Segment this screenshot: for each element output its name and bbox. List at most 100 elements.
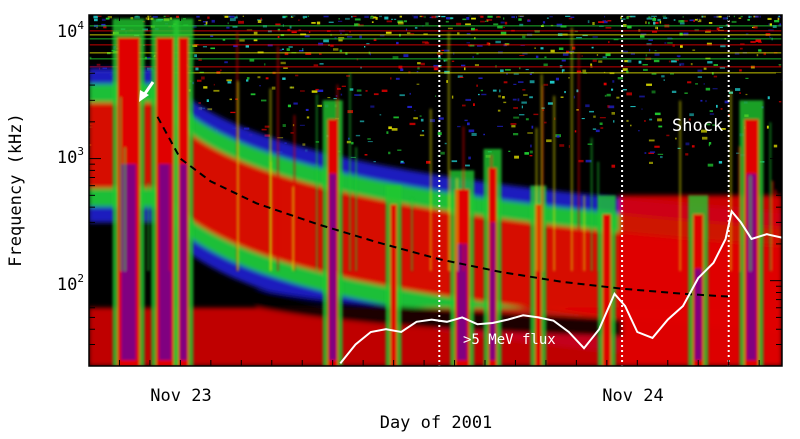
noise-speckle: [660, 156, 663, 159]
noise-speckle: [373, 38, 377, 41]
noise-speckle: [414, 109, 416, 112]
noise-speckle: [275, 23, 281, 26]
noise-speckle: [558, 47, 564, 50]
noise-speckle: [229, 98, 232, 101]
noise-speckle: [679, 22, 685, 25]
noise-speckle: [653, 17, 655, 19]
noise-speckle: [93, 15, 98, 19]
noise-speckle: [145, 17, 147, 20]
noise-speckle: [315, 88, 319, 91]
noise-speckle: [399, 15, 402, 18]
noise-speckle: [720, 108, 723, 110]
burst: [602, 214, 611, 366]
noise-speckle: [303, 17, 305, 19]
noise-speckle: [611, 164, 616, 168]
noise-speckle: [667, 42, 673, 44]
noise-speckle: [687, 81, 692, 84]
noise-speckle: [656, 27, 658, 30]
noise-speckle: [441, 49, 445, 51]
noise-speckle: [397, 21, 404, 25]
flux-label: >5 MeV flux: [463, 332, 556, 348]
noise-speckle: [355, 134, 361, 137]
noise-speckle: [261, 128, 267, 131]
noise-speckle: [644, 120, 646, 122]
noise-speckle: [196, 79, 202, 82]
noise-speckle: [546, 17, 549, 19]
noise-speckle: [257, 76, 261, 79]
noise-speckle: [245, 45, 249, 48]
noise-speckle: [624, 60, 629, 63]
burst-streak: [730, 90, 732, 271]
noise-speckle: [630, 52, 635, 55]
noise-speckle: [434, 15, 439, 18]
noise-speckle: [564, 91, 566, 94]
noise-speckle: [229, 18, 236, 22]
noise-speckle: [365, 90, 368, 92]
noise-speckle: [627, 59, 632, 63]
noise-speckle: [506, 72, 508, 75]
noise-speckle: [549, 16, 553, 18]
noise-speckle: [740, 47, 743, 50]
noise-speckle: [135, 15, 139, 17]
noise-speckle: [581, 55, 583, 57]
noise-speckle: [293, 102, 298, 105]
noise-speckle: [375, 17, 378, 20]
noise-speckle: [465, 98, 471, 101]
noise-speckle: [142, 28, 148, 32]
noise-speckle: [421, 130, 424, 132]
noise-speckle: [227, 22, 229, 25]
x-axis-ticks: [88, 15, 760, 366]
noise-speckle: [572, 46, 576, 50]
noise-speckle: [626, 16, 633, 18]
noise-speckle: [565, 15, 571, 17]
noise-speckle: [202, 21, 208, 23]
noise-speckle: [592, 128, 597, 130]
noise-speckle: [459, 76, 464, 78]
noise-speckle: [613, 120, 615, 123]
type-iii-burst-layer: [112, 18, 777, 366]
noise-speckle: [94, 18, 98, 22]
noise-speckle: [419, 134, 425, 137]
noise-speckle: [319, 63, 324, 65]
noise-speckle: [229, 15, 235, 18]
noise-speckle: [560, 96, 564, 98]
noise-speckle: [688, 118, 691, 121]
noise-speckle: [585, 104, 590, 108]
noise-speckle: [749, 16, 752, 18]
noise-speckle: [472, 56, 474, 58]
noise-speckle: [745, 77, 749, 79]
noise-speckle: [282, 16, 286, 19]
noise-speckle: [457, 125, 461, 128]
noise-speckle: [766, 125, 769, 129]
noise-speckle: [638, 60, 642, 64]
noise-speckle: [233, 45, 238, 48]
noise-speckle: [305, 108, 309, 111]
noise-speckle: [456, 22, 462, 26]
noise-speckle: [163, 15, 166, 18]
noise-speckle: [451, 160, 458, 163]
noise-speckle: [663, 79, 665, 81]
noise-speckle: [622, 89, 627, 91]
noise-speckle: [716, 104, 718, 108]
x-tick-label-nov24: Nov 24: [602, 386, 663, 406]
noise-speckle: [152, 16, 158, 18]
noise-speckle: [467, 122, 470, 126]
noise-speckle: [384, 16, 389, 20]
noise-speckle: [413, 117, 418, 120]
burst-streak: [490, 155, 493, 271]
noise-speckle: [518, 18, 522, 21]
noise-speckle: [224, 61, 228, 64]
noise-speckle: [388, 126, 392, 130]
noise-speckle: [348, 137, 350, 140]
noise-speckle: [697, 19, 702, 23]
burst-streak: [293, 115, 296, 271]
noise-speckle: [417, 66, 420, 70]
interference-line: [89, 30, 782, 32]
noise-speckle: [286, 48, 290, 51]
noise-speckle: [265, 77, 269, 80]
noise-speckle: [681, 20, 688, 22]
energetic-particle-flux-curve: [339, 209, 782, 365]
noise-speckle: [289, 86, 295, 89]
noise-speckle: [198, 19, 202, 22]
noise-speckle: [627, 25, 632, 29]
